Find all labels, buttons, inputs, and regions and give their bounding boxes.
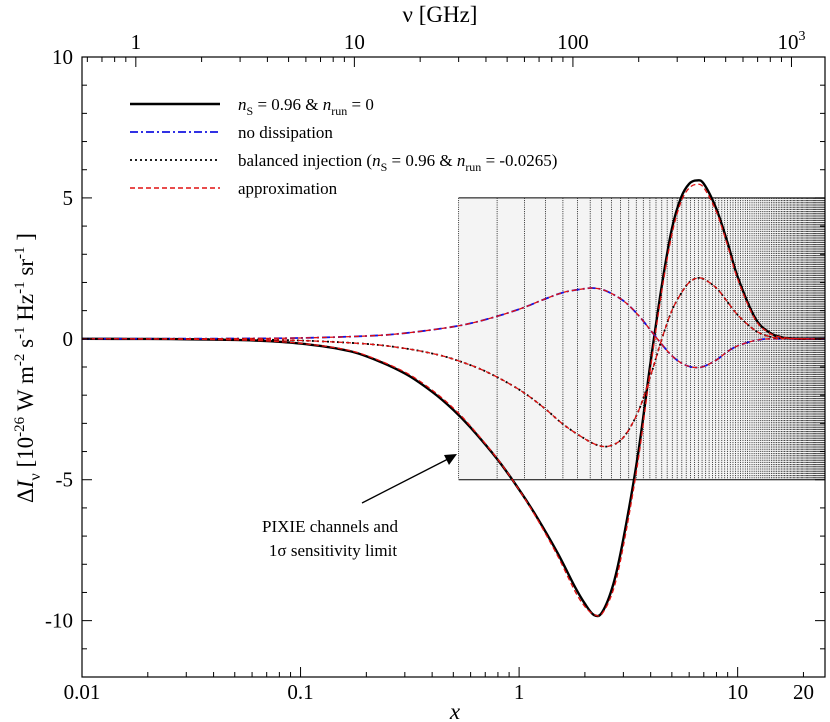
x-tick-label: 10 <box>727 680 748 704</box>
x-tick-label: 1 <box>514 680 525 704</box>
y-tick-label: -10 <box>45 609 73 633</box>
x-tick-label: 20 <box>793 680 814 704</box>
top-tick-labels: 1 10 100 103 <box>131 29 806 54</box>
y-tick-label: 0 <box>63 327 74 351</box>
legend-label: no dissipation <box>238 123 333 142</box>
series-line-4 <box>82 287 825 369</box>
annotation-arrowhead <box>444 454 457 465</box>
y-tick-label: 10 <box>52 45 73 69</box>
pixie-annotation: PIXIE channels and 1σ sensitivity limit <box>262 454 457 560</box>
data-curves <box>82 179 825 618</box>
legend-label: approximation <box>238 179 338 198</box>
legend-label: nS = 0.96 & nrun = 0 <box>238 95 374 118</box>
series-line-3 <box>82 183 825 617</box>
top-tick-label: 100 <box>557 30 589 54</box>
y-axis-title: ΔIν [10-26 W m-2 s-1 Hz-1 sr-1 ] <box>12 233 44 503</box>
series-line-5 <box>82 277 825 448</box>
top-tick-label: 103 <box>777 29 805 54</box>
top-tick-label: 1 <box>131 30 142 54</box>
x-tick-labels: 0.01 0.1 1 10 20 <box>64 680 814 704</box>
x-tick-label: 0.01 <box>64 680 101 704</box>
annotation-line-1: PIXIE channels and <box>262 517 398 536</box>
legend-label: balanced injection (nS = 0.96 & nrun = -… <box>238 151 557 174</box>
annotation-line-2: 1σ sensitivity limit <box>269 541 397 560</box>
top-tick-label: 10 <box>344 30 365 54</box>
annotation-arrow <box>361 458 449 504</box>
x-axis-title: x <box>449 699 461 722</box>
axis-ticks <box>81 56 825 678</box>
y-tick-label: -5 <box>56 468 74 492</box>
x-tick-label: 0.1 <box>287 680 313 704</box>
y-tick-labels: 10 5 0 -5 -10 <box>45 45 73 633</box>
legend: nS = 0.96 & nrun = 0 no dissipation bala… <box>130 95 557 198</box>
y-tick-label: 5 <box>63 186 74 210</box>
top-axis-title: ν [GHz] <box>403 2 478 27</box>
